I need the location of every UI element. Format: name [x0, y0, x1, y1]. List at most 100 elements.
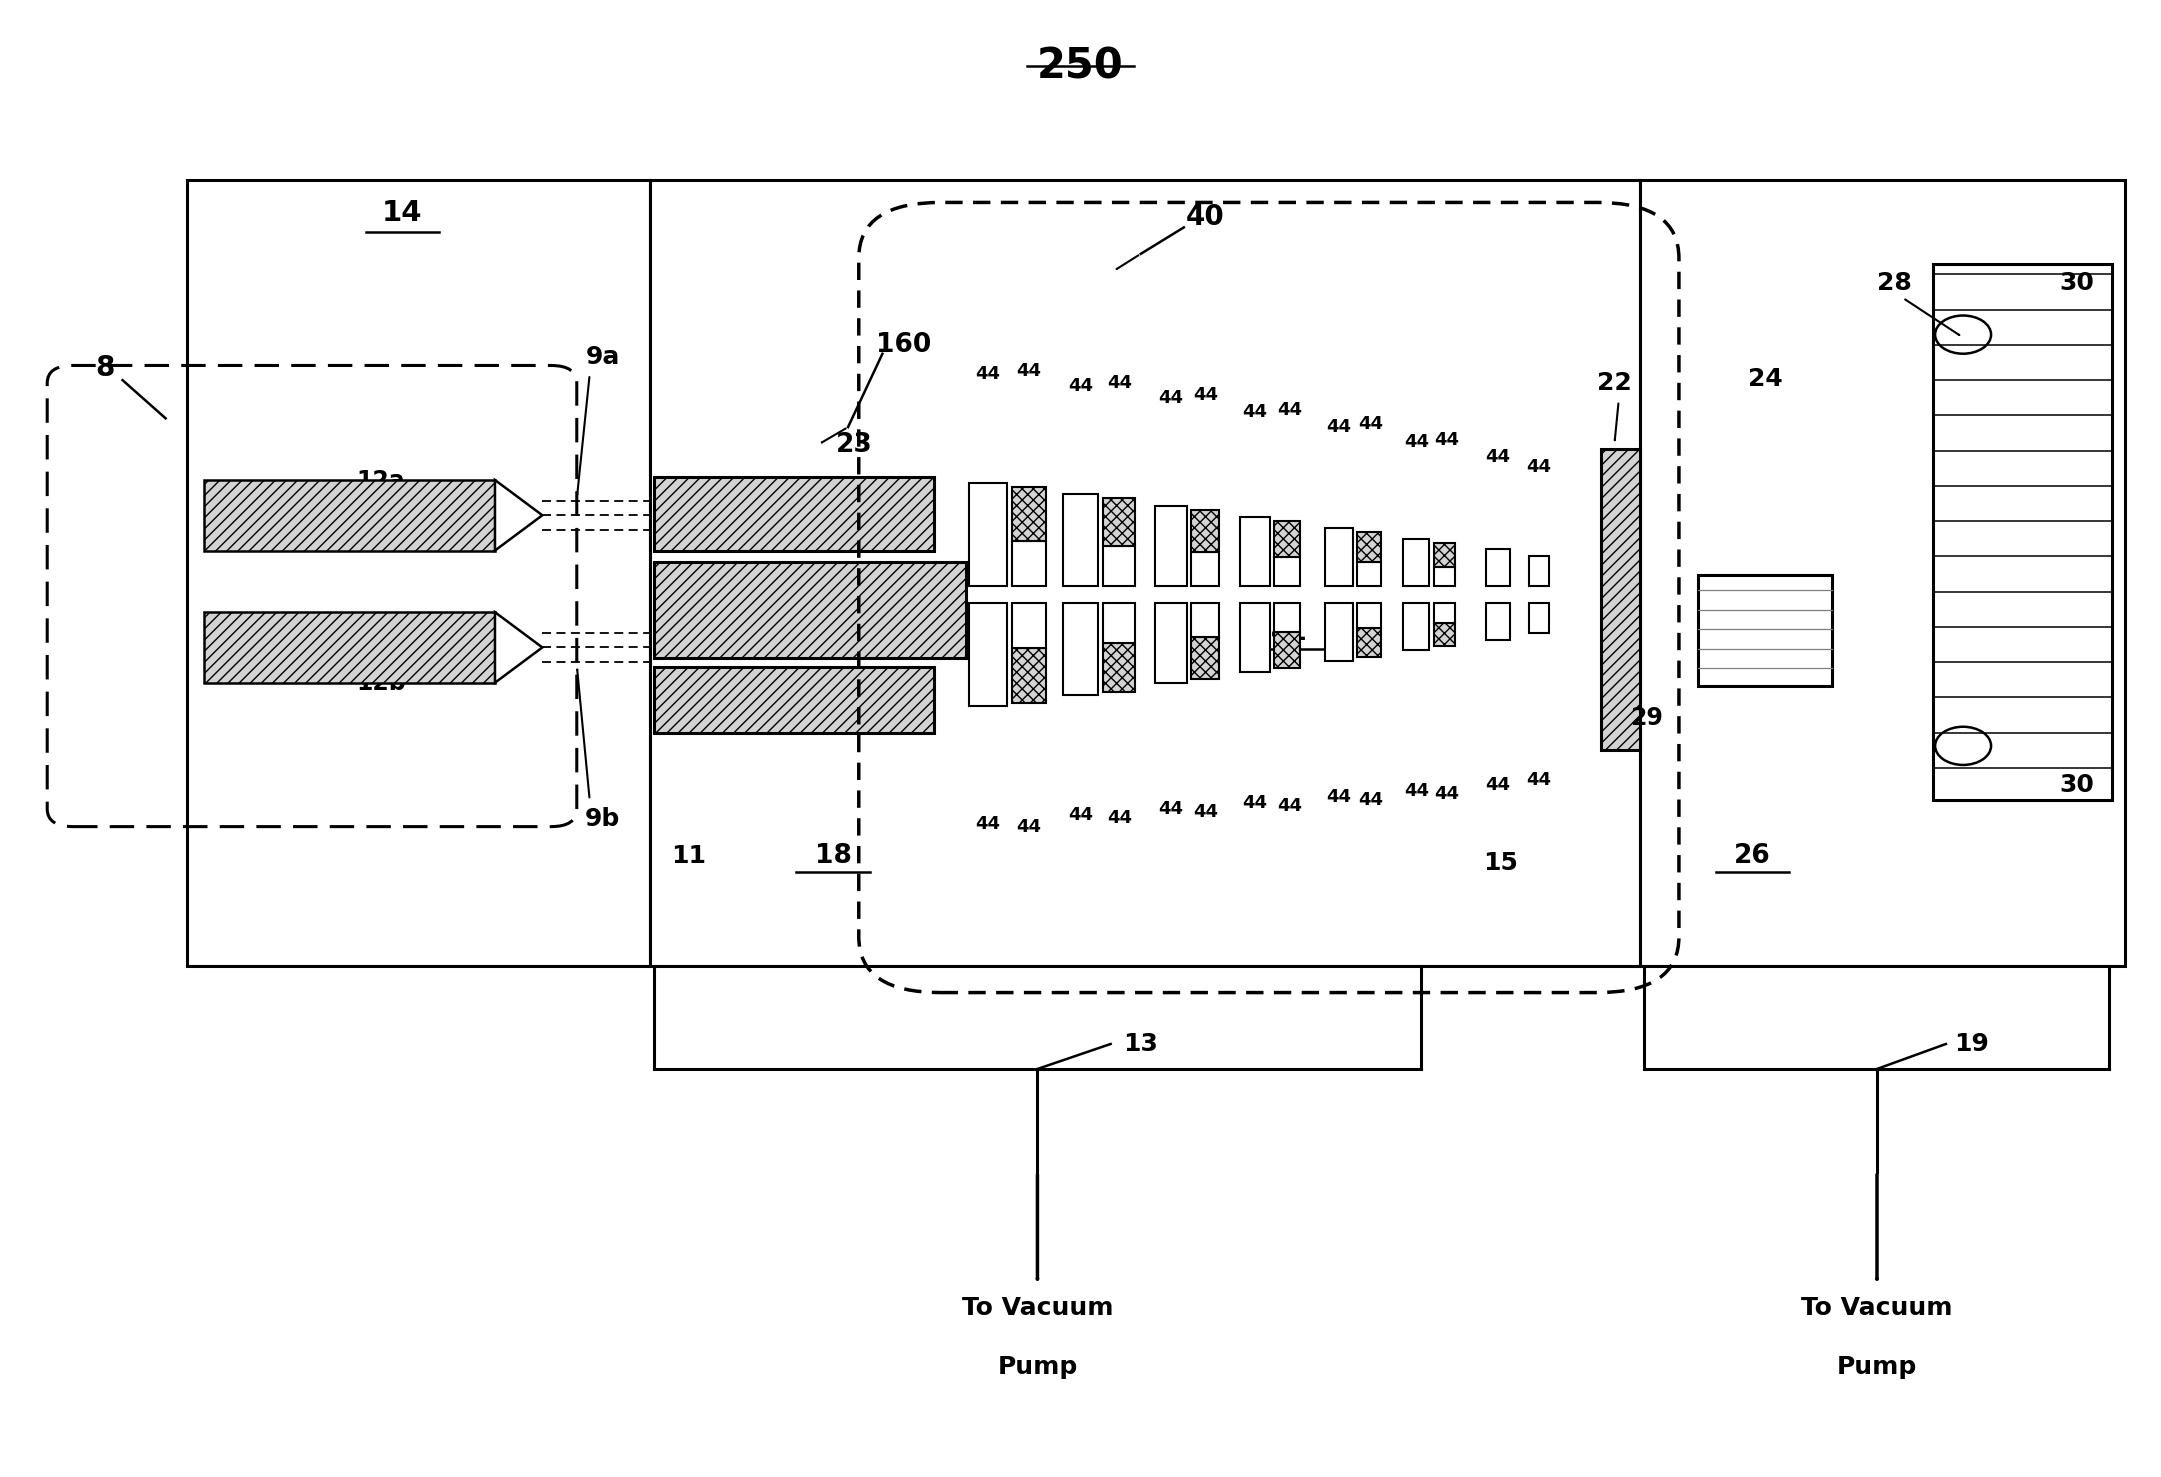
Text: 44: 44	[1106, 374, 1132, 391]
Text: Pump: Pump	[1837, 1354, 1917, 1380]
Text: 160: 160	[877, 332, 931, 357]
Text: 19: 19	[1954, 1032, 1990, 1056]
Bar	[1530, 604, 1549, 632]
Bar	[1154, 604, 1186, 682]
Text: 14: 14	[382, 199, 424, 226]
Bar	[1063, 604, 1098, 696]
Text: 44: 44	[1193, 803, 1219, 821]
Text: 9b: 9b	[586, 808, 620, 832]
Bar	[1102, 546, 1135, 586]
Bar	[188, 180, 650, 966]
Bar	[655, 477, 934, 551]
Bar	[1191, 638, 1219, 679]
Bar	[1699, 576, 1833, 685]
Bar	[1154, 507, 1186, 586]
Polygon shape	[495, 480, 542, 551]
Text: 13: 13	[1124, 1032, 1158, 1056]
Text: 26: 26	[1733, 843, 1770, 868]
Bar	[1325, 604, 1353, 660]
Text: 24: 24	[1748, 366, 1783, 391]
Text: 18: 18	[815, 843, 851, 868]
Bar	[1011, 486, 1046, 541]
Text: 44: 44	[1193, 385, 1219, 403]
Text: 44: 44	[1526, 771, 1552, 789]
Bar	[1357, 561, 1381, 586]
Text: Pump: Pump	[998, 1354, 1078, 1380]
Bar	[1433, 604, 1454, 622]
Bar	[655, 563, 966, 657]
Text: 44: 44	[1243, 403, 1266, 421]
Text: 44: 44	[975, 365, 1001, 383]
Text: 44: 44	[1158, 801, 1184, 818]
Text: 44: 44	[1359, 792, 1383, 809]
Bar	[968, 483, 1007, 586]
Text: 8: 8	[95, 354, 115, 383]
Text: 40: 40	[1186, 204, 1225, 230]
Text: 44: 44	[1435, 431, 1459, 449]
Bar	[1240, 604, 1271, 672]
Bar	[1191, 510, 1219, 552]
Text: 44: 44	[975, 815, 1001, 833]
Text: 12b: 12b	[357, 671, 406, 694]
Text: 44: 44	[1526, 458, 1552, 476]
Bar	[1011, 648, 1046, 703]
Bar	[1433, 544, 1454, 567]
Bar	[655, 666, 934, 733]
Bar	[1275, 521, 1301, 557]
Bar	[1102, 642, 1135, 691]
Text: 30: 30	[2059, 272, 2094, 295]
Bar	[650, 180, 1640, 966]
Bar	[205, 611, 495, 682]
Text: 23: 23	[836, 431, 873, 458]
Text: 44: 44	[1068, 806, 1093, 824]
Bar	[205, 480, 495, 551]
Text: 44: 44	[1405, 783, 1428, 801]
Bar	[1325, 529, 1353, 586]
Bar	[1275, 604, 1301, 632]
Text: 44: 44	[1327, 789, 1351, 806]
Text: 11: 11	[672, 843, 707, 868]
Text: 44: 44	[1016, 818, 1042, 836]
Text: 12a: 12a	[357, 470, 406, 493]
Bar	[1487, 604, 1511, 640]
Text: To Vacuum: To Vacuum	[1802, 1297, 1954, 1320]
Bar	[1357, 604, 1381, 628]
Bar	[1275, 632, 1301, 668]
Text: 9a: 9a	[586, 344, 620, 369]
Bar	[968, 604, 1007, 706]
Bar	[1433, 567, 1454, 586]
Bar	[1102, 498, 1135, 546]
Text: 250: 250	[1037, 46, 1124, 87]
Text: 44: 44	[1359, 415, 1383, 433]
Text: 44: 44	[1435, 786, 1459, 803]
Bar	[1240, 517, 1271, 586]
Bar	[1102, 604, 1135, 642]
Bar	[1357, 532, 1381, 561]
Bar	[1011, 604, 1046, 648]
Bar	[1191, 604, 1219, 638]
Bar	[1640, 180, 2124, 966]
Text: 44: 44	[1485, 448, 1511, 465]
Bar	[1357, 628, 1381, 657]
Text: 15: 15	[1482, 851, 1517, 876]
Text: 44: 44	[1405, 433, 1428, 450]
Text: 44: 44	[1243, 795, 1266, 812]
Bar	[1932, 264, 2111, 801]
Bar	[1011, 541, 1046, 586]
Text: 44: 44	[1106, 809, 1132, 827]
Bar	[1063, 493, 1098, 586]
Bar	[1487, 549, 1511, 586]
Bar	[1191, 552, 1219, 586]
Text: 41: 41	[1271, 620, 1307, 645]
Bar	[1402, 539, 1428, 586]
Text: 44: 44	[1277, 400, 1301, 418]
Text: 30: 30	[2059, 774, 2094, 798]
Text: 22: 22	[1597, 371, 1632, 394]
Text: 44: 44	[1158, 388, 1184, 406]
Bar	[1530, 557, 1549, 586]
Text: 44: 44	[1485, 777, 1511, 795]
Text: 28: 28	[1878, 272, 1912, 295]
Bar	[1601, 449, 1640, 750]
Polygon shape	[495, 611, 542, 682]
Text: 44: 44	[1327, 418, 1351, 436]
